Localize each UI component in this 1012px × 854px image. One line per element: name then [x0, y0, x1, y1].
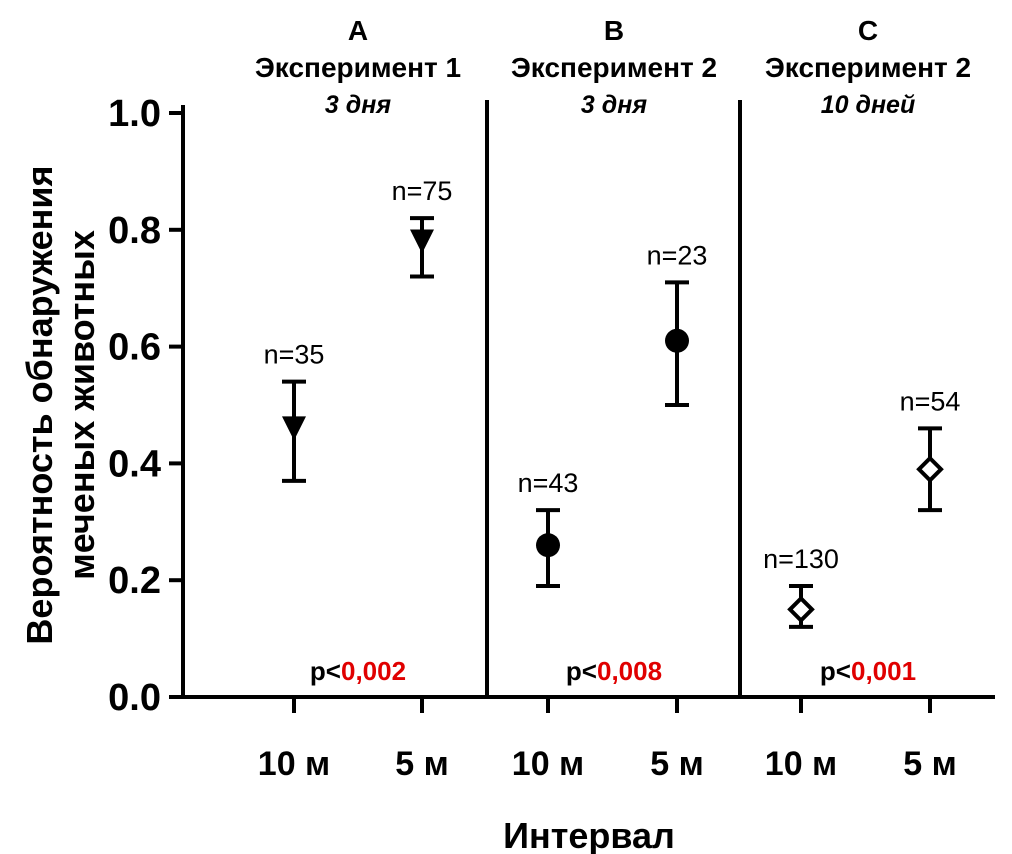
data-point [665, 328, 689, 353]
x-tick-label: 10 м [512, 745, 584, 783]
data-point [916, 455, 944, 484]
sample-size-label: n=43 [518, 468, 579, 498]
panel-letter: C [858, 15, 878, 46]
x-tick-label: 5 м [903, 745, 957, 783]
sample-size-label: n=54 [900, 386, 961, 416]
p-value-label: p<0,001 [820, 656, 916, 686]
panel-letter: B [604, 15, 624, 46]
p-value-prefix: p< [310, 656, 341, 686]
x-tick-label: 5 м [650, 745, 704, 783]
p-value-label: p<0,002 [310, 656, 406, 686]
panel-experiment: Эксперимент 2 [511, 52, 717, 83]
y-tick-label: 0.4 [108, 443, 161, 485]
panel-a: A Эксперимент 1 3 дня p<0,002 n=35 n=75 [255, 15, 461, 686]
sample-size-label: n=130 [763, 544, 839, 574]
x-axis-title: Интервал [503, 815, 675, 854]
sample-size-label: n=75 [392, 176, 453, 206]
panel-experiment: Эксперимент 2 [765, 52, 971, 83]
panel-experiment: Эксперимент 1 [255, 52, 461, 83]
data-point [787, 595, 815, 624]
y-axis-title-line: Вероятность обнаружения [19, 165, 60, 644]
panel-b: B Эксперимент 2 3 дня p<0,008 n=43 n=23 [511, 15, 717, 686]
y-tick-label: 0.8 [108, 210, 161, 252]
y-tick-label: 0.2 [108, 560, 161, 602]
panel-c: C Эксперимент 2 10 дней p<0,001 n=130 n=54 [763, 15, 971, 686]
y-tick-label: 1.0 [108, 93, 161, 135]
p-value-label: p<0,008 [566, 656, 662, 686]
data-point [282, 416, 306, 441]
x-tick-label: 10 м [258, 745, 330, 783]
panel-duration: 10 дней [821, 91, 915, 119]
p-value-number: 0,002 [341, 656, 406, 686]
y-tick-label: 0.0 [108, 677, 161, 719]
p-value-prefix: p< [566, 656, 597, 686]
p-value-prefix: p< [820, 656, 851, 686]
p-value-number: 0,001 [851, 656, 916, 686]
x-tick-label: 10 м [765, 745, 837, 783]
p-value-number: 0,008 [597, 656, 662, 686]
y-tick-label: 0.6 [108, 327, 161, 369]
panel-letter: A [348, 15, 368, 46]
panel-duration: 3 дня [581, 91, 647, 119]
sample-size-label: n=35 [264, 340, 325, 370]
data-point [536, 533, 560, 558]
panel-duration: 3 дня [325, 91, 391, 119]
y-axis-title-line: меченых животных [61, 230, 102, 580]
x-tick-label: 5 м [395, 745, 449, 783]
data-point [410, 229, 434, 254]
y-axis-title: Вероятность обнаружениямеченых животных [19, 165, 102, 644]
sample-size-label: n=23 [647, 240, 708, 270]
